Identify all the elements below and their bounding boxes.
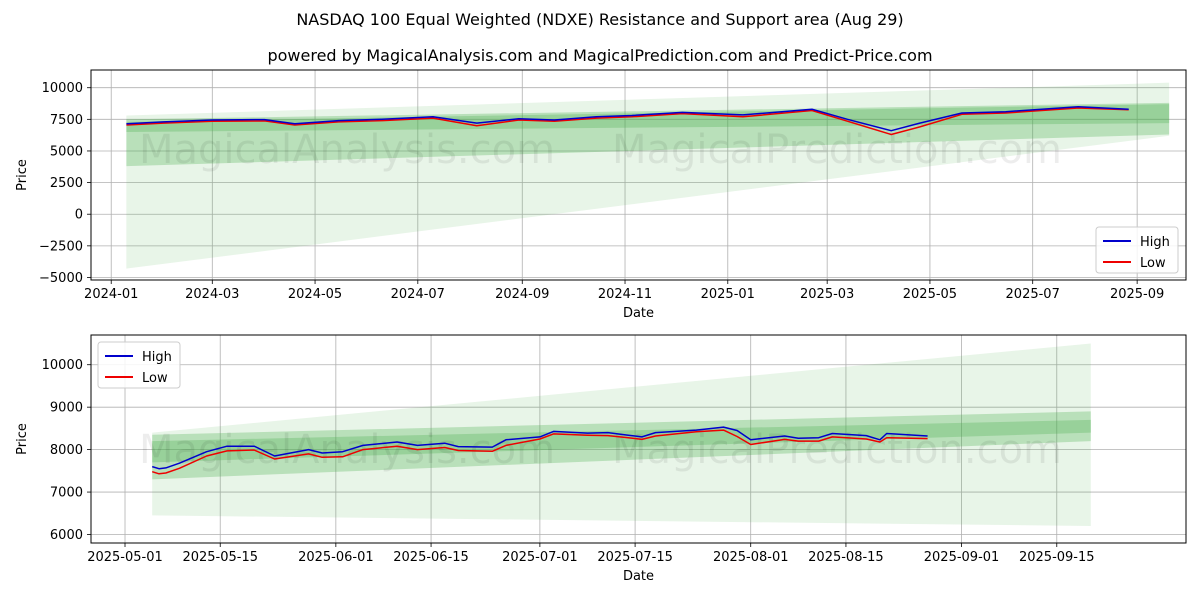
y-tick-label: −5000 bbox=[39, 271, 83, 286]
x-tick-label: 2024-05 bbox=[288, 287, 342, 302]
x-tick-label: 2025-08-15 bbox=[808, 550, 884, 565]
watermark-analysis: MagicalAnalysis.com bbox=[139, 127, 555, 173]
y-tick-label: 2500 bbox=[50, 176, 83, 191]
y-tick-label: 6000 bbox=[50, 528, 83, 543]
x-tick-label: 2024-03 bbox=[185, 287, 239, 302]
legend: High Low bbox=[1095, 226, 1179, 274]
support-resistance-band bbox=[126, 104, 1170, 132]
x-tick-label: 2025-05-15 bbox=[182, 550, 258, 565]
x-tick-label: 2024-11 bbox=[598, 287, 652, 302]
watermark-prediction: MagicalPrediction.com bbox=[612, 427, 1062, 473]
x-tick-label: 2025-01 bbox=[701, 287, 755, 302]
x-axis-label: Date bbox=[623, 306, 654, 321]
chart-title: NASDAQ 100 Equal Weighted (NDXE) Resista… bbox=[296, 10, 904, 29]
legend-label-high: High bbox=[1140, 235, 1170, 250]
x-tick-label: 2025-06-15 bbox=[393, 550, 469, 565]
y-axis-label: Price bbox=[15, 159, 30, 191]
series-line-high bbox=[126, 105, 1129, 132]
y-tick-label: 8000 bbox=[50, 443, 83, 458]
x-tick-label: 2025-09-15 bbox=[1019, 550, 1095, 565]
x-tick-label: 2025-07 bbox=[1006, 287, 1060, 302]
y-tick-label: −2500 bbox=[39, 239, 83, 254]
top-chart-panel: MagicalAnalysis.com MagicalPrediction.com… bbox=[15, 69, 1187, 321]
legend: High Low bbox=[97, 341, 181, 389]
axes-frame bbox=[90, 69, 1187, 281]
support-resistance-band bbox=[152, 419, 1091, 463]
x-tick-label: 2025-07-15 bbox=[597, 550, 673, 565]
x-tick-label: 2025-06-01 bbox=[298, 550, 374, 565]
legend-label-low: Low bbox=[142, 371, 168, 386]
series-line-low bbox=[126, 107, 1129, 136]
x-tick-label: 2024-09 bbox=[495, 287, 549, 302]
y-tick-label: 5000 bbox=[50, 144, 83, 159]
legend-label-high: High bbox=[142, 350, 172, 365]
axes-frame bbox=[90, 334, 1187, 544]
x-tick-label: 2025-09 bbox=[1110, 287, 1164, 302]
bottom-chart-panel: MagicalAnalysis.com MagicalPrediction.com… bbox=[15, 334, 1187, 584]
y-tick-label: 10000 bbox=[42, 358, 83, 373]
y-tick-label: 7000 bbox=[50, 486, 83, 501]
support-resistance-band bbox=[152, 411, 1091, 480]
x-tick-label: 2024-01 bbox=[84, 287, 138, 302]
legend-label-low: Low bbox=[1140, 256, 1166, 271]
legend-box bbox=[1095, 226, 1179, 274]
y-tick-label: 0 bbox=[75, 208, 83, 223]
x-tick-label: 2025-09-01 bbox=[924, 550, 1000, 565]
x-tick-label: 2025-05 bbox=[903, 287, 957, 302]
y-tick-label: 9000 bbox=[50, 401, 83, 416]
x-tick-label: 2025-08-01 bbox=[713, 550, 789, 565]
watermark-prediction: MagicalPrediction.com bbox=[612, 127, 1062, 173]
y-tick-label: 7500 bbox=[50, 113, 83, 128]
x-tick-label: 2025-05-01 bbox=[87, 550, 163, 565]
series-line-high bbox=[151, 426, 928, 470]
x-tick-label: 2025-07-01 bbox=[502, 550, 578, 565]
x-tick-label: 2025-03 bbox=[800, 287, 854, 302]
y-axis-label: Price bbox=[15, 423, 30, 455]
chart-subtitle: powered by MagicalAnalysis.com and Magic… bbox=[267, 46, 933, 65]
y-tick-label: 10000 bbox=[42, 81, 83, 96]
series-line-low bbox=[151, 429, 928, 475]
plot-area: MagicalAnalysis.com MagicalPrediction.com bbox=[139, 343, 1091, 527]
x-axis-label: Date bbox=[623, 569, 654, 584]
plot-area: MagicalAnalysis.com MagicalPrediction.com bbox=[126, 82, 1170, 269]
legend-box bbox=[97, 341, 181, 389]
x-tick-label: 2024-07 bbox=[391, 287, 445, 302]
